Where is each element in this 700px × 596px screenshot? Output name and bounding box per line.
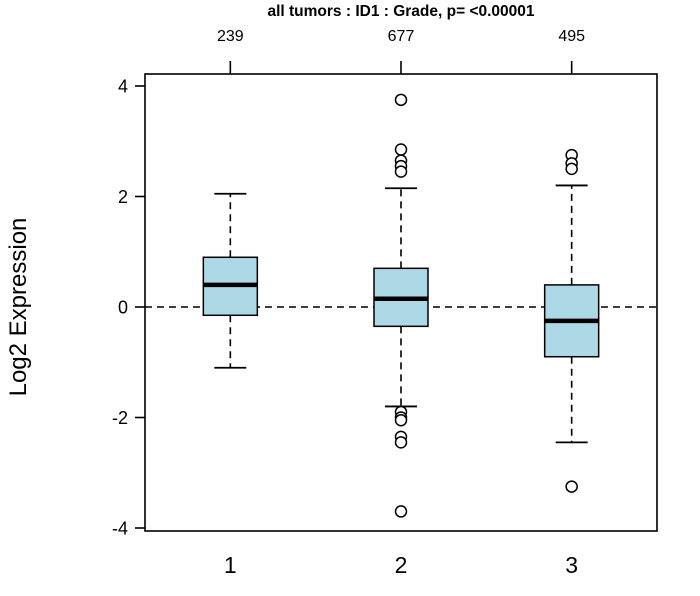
y-tick-label: 4 <box>118 76 128 96</box>
outlier-point <box>394 436 408 449</box>
outlier-point <box>394 414 408 427</box>
outlier-point <box>394 505 408 518</box>
outlier-point <box>394 143 408 156</box>
x-tick-label: 1 <box>224 552 237 578</box>
chart-title: all tumors : ID1 : Grade, p= <0.00001 <box>267 3 534 20</box>
y-axis-label: Log2 Expression <box>5 218 32 397</box>
group-count: 239 <box>217 28 244 45</box>
outlier-point <box>394 93 408 107</box>
outlier-point <box>394 165 408 178</box>
outlier-point <box>565 162 578 176</box>
x-tick-label: 2 <box>395 552 408 578</box>
y-tick-label: 2 <box>118 187 128 207</box>
group-count: 495 <box>558 28 585 45</box>
y-tick-label: 0 <box>118 297 128 317</box>
group-count: 677 <box>388 28 415 45</box>
x-tick-label: 3 <box>565 552 578 578</box>
outlier-point <box>565 480 578 493</box>
y-tick-label: -4 <box>112 518 128 538</box>
plot-area: -4 -2 0 2 4 239 1 677 2 495 3 <box>112 28 658 578</box>
y-tick-label: -2 <box>112 408 128 428</box>
